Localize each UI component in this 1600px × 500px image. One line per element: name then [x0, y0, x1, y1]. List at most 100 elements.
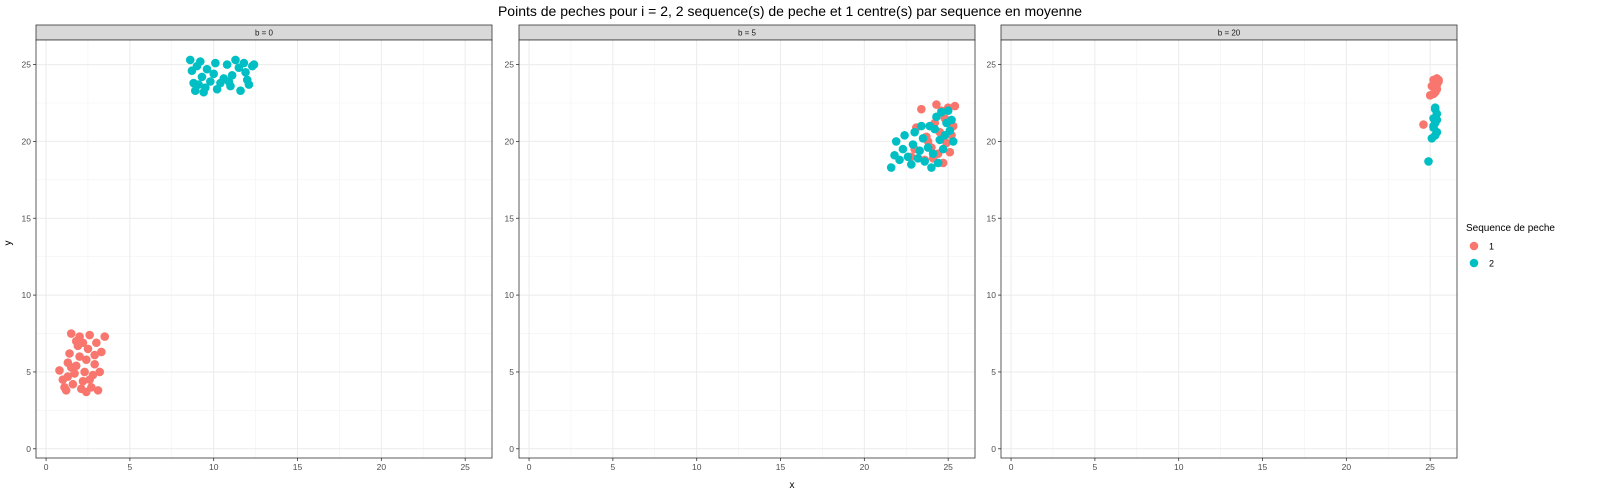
data-point — [81, 387, 91, 397]
data-point — [92, 338, 101, 348]
data-point — [81, 355, 91, 364]
legend-title: Sequence de peche — [1466, 223, 1555, 234]
data-point — [83, 344, 93, 354]
data-point — [185, 55, 195, 65]
data-point — [194, 80, 203, 89]
data-point — [950, 101, 960, 111]
y-tick-label: 0 — [991, 444, 996, 454]
data-point — [1419, 120, 1428, 129]
data-point — [898, 144, 908, 154]
data-point — [915, 146, 924, 155]
data-point — [66, 329, 76, 338]
data-point — [1430, 103, 1440, 112]
data-point — [209, 69, 219, 79]
data-point — [913, 154, 923, 163]
y-tick-label: 25 — [22, 60, 32, 70]
y-tick-label: 20 — [505, 136, 515, 146]
data-point — [63, 372, 73, 381]
data-point — [900, 130, 909, 140]
data-point — [85, 375, 94, 384]
data-point — [891, 137, 901, 146]
x-tick-label: 20 — [1342, 462, 1352, 472]
legend: Sequence de peche 1 2 — [1466, 223, 1555, 271]
data-point — [202, 64, 212, 74]
data-point — [60, 383, 69, 392]
facet-panel: b = 0 0 5 10 15 20 25 0 5 10 15 20 25 — [22, 24, 493, 472]
panel-border — [1000, 39, 1458, 459]
data-point — [197, 72, 207, 82]
y-tick-label: 20 — [22, 136, 32, 146]
y-tick-label: 0 — [509, 444, 514, 454]
y-tick-label: 10 — [987, 290, 997, 300]
data-point — [910, 127, 919, 137]
data-point — [928, 149, 938, 159]
x-tick-label: 10 — [1174, 462, 1184, 472]
facet-panels: b = 0 0 5 10 15 20 25 0 5 10 15 20 25 b = 5 0 5 10 15 20 25… — [22, 24, 1458, 472]
y-tick-label: 15 — [22, 213, 32, 223]
data-point — [78, 338, 88, 348]
y-tick-label: 0 — [26, 444, 31, 454]
y-tick-label: 20 — [987, 136, 997, 146]
data-point — [66, 363, 76, 372]
y-tick-label: 15 — [987, 213, 997, 223]
legend-swatch — [1469, 258, 1479, 268]
plot-background — [519, 40, 975, 458]
x-tick-label: 5 — [1093, 462, 1098, 472]
data-point — [1432, 115, 1442, 125]
data-point — [918, 134, 928, 143]
panel-border — [35, 39, 493, 459]
x-axis-title: x — [790, 480, 795, 491]
y-axis-title: y — [3, 241, 14, 246]
x-tick-label: 5 — [611, 462, 616, 472]
data-point — [249, 60, 259, 69]
data-point — [239, 58, 249, 68]
data-point — [1429, 89, 1438, 99]
data-point — [65, 349, 74, 358]
y-tick-label: 25 — [505, 60, 515, 70]
data-point — [97, 347, 106, 357]
data-point — [917, 121, 926, 131]
data-point — [943, 106, 953, 115]
x-tick-label: 25 — [1425, 462, 1435, 472]
x-tick-label: 20 — [377, 462, 387, 472]
data-point — [244, 80, 254, 89]
data-point — [80, 367, 89, 377]
plot-background — [36, 40, 492, 458]
data-point — [93, 386, 103, 395]
data-point — [920, 157, 930, 166]
y-tick-label: 10 — [22, 290, 32, 300]
data-point — [90, 350, 99, 360]
y-tick-label: 15 — [505, 213, 515, 223]
data-point — [55, 366, 64, 375]
data-point — [85, 330, 94, 340]
y-tick-label: 25 — [987, 60, 997, 70]
facet-strip-label: b = 0 — [255, 29, 274, 38]
x-tick-label: 10 — [209, 462, 219, 472]
y-tick-label: 5 — [26, 367, 31, 377]
x-tick-label: 20 — [860, 462, 870, 472]
data-point — [95, 367, 105, 377]
x-tick-label: 15 — [776, 462, 786, 472]
data-point — [947, 115, 956, 125]
facet-strip-label: b = 5 — [738, 29, 757, 38]
data-point — [211, 58, 220, 68]
data-point — [932, 100, 941, 109]
data-point — [199, 87, 208, 97]
data-point — [937, 107, 946, 117]
x-tick-label: 15 — [293, 462, 303, 472]
x-tick-label: 0 — [1009, 462, 1014, 472]
data-point — [945, 126, 955, 135]
data-point — [906, 160, 916, 169]
x-tick-label: 25 — [943, 462, 953, 472]
data-point — [933, 158, 943, 168]
data-point — [236, 86, 245, 96]
legend-swatch — [1469, 241, 1479, 251]
data-point — [100, 332, 110, 341]
data-point — [222, 60, 232, 69]
data-point — [195, 57, 205, 66]
data-point — [886, 163, 896, 172]
data-point — [90, 359, 99, 369]
data-point — [241, 67, 250, 77]
data-point — [1424, 157, 1433, 166]
